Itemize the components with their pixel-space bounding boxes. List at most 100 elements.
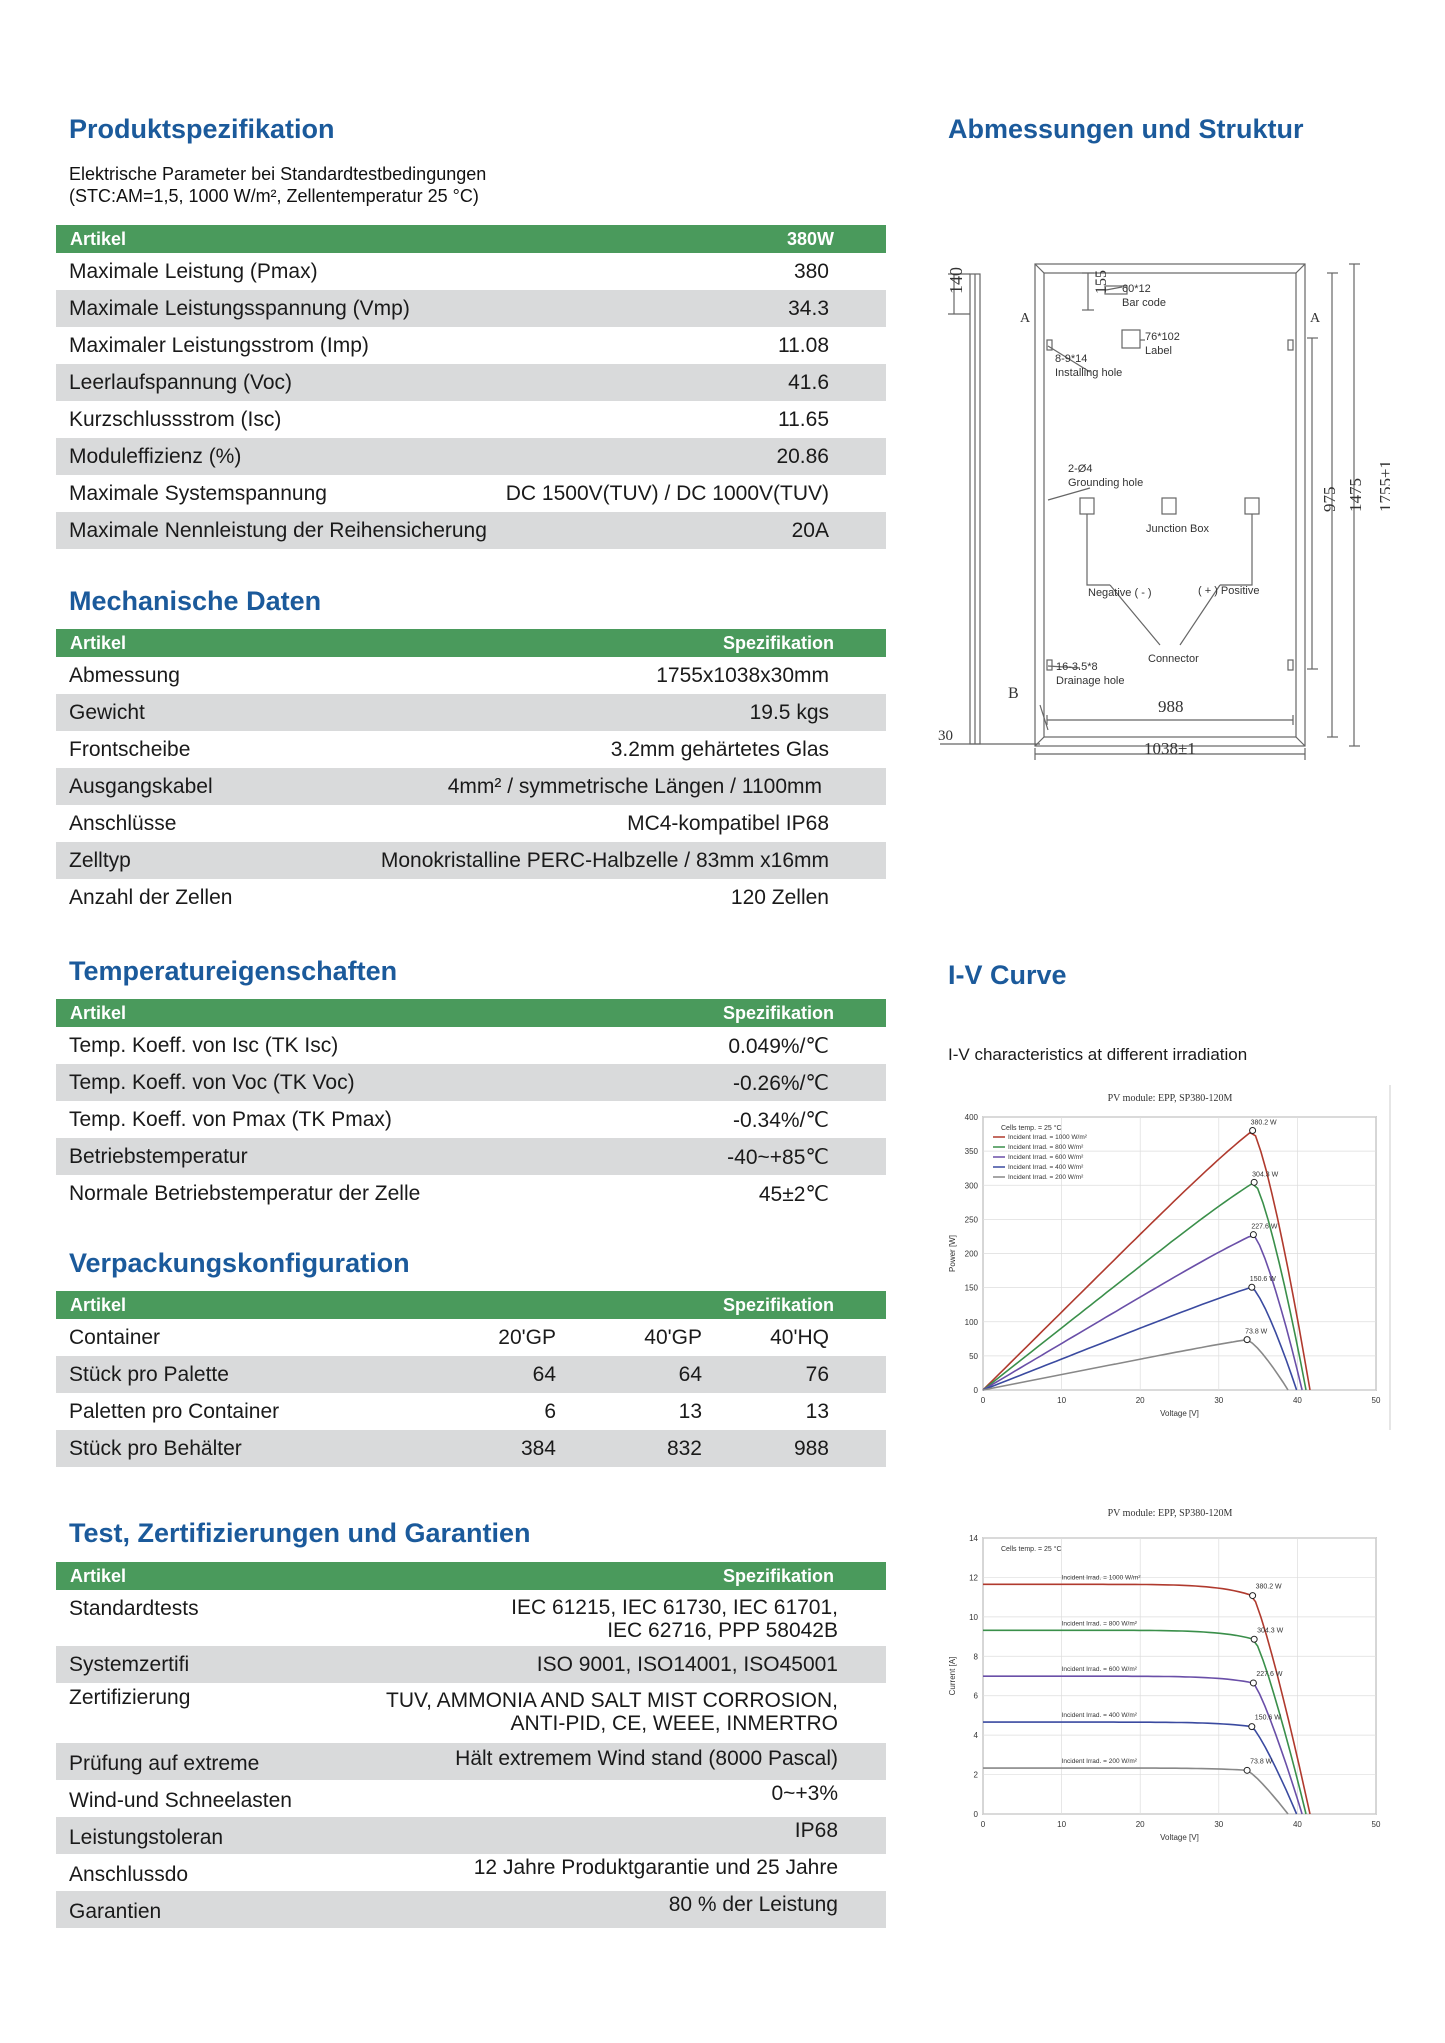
mpp-point xyxy=(1249,1592,1257,1600)
legend-entry: Incident Irrad. = 200 W/m² xyxy=(1008,1174,1084,1181)
mpp-label: 304.3 W xyxy=(1257,1627,1283,1634)
mpp-point xyxy=(1248,1723,1256,1731)
row-label: Systemzertifi xyxy=(69,1653,190,1676)
dim-140: 140 xyxy=(946,267,966,294)
barcode-size: 60*12 xyxy=(1122,283,1151,295)
spec-subtitle-line1: Elektrische Parameter bei Standardtestbe… xyxy=(69,164,487,184)
spec-title: Produktspezifikation xyxy=(69,114,335,144)
dim-1475: 1475 xyxy=(1346,478,1365,512)
header-right: Spezifikation xyxy=(722,1295,834,1315)
row-label: Zelltyp xyxy=(69,849,131,872)
row-label: Anzahl der Zellen xyxy=(69,886,233,909)
x-tick-label: 10 xyxy=(1057,1820,1066,1829)
y-axis-label: Power [W] xyxy=(948,1235,957,1272)
row-label: Zertifizierung xyxy=(69,1686,191,1709)
cell-40hq: 40'HQ xyxy=(770,1326,829,1349)
mpp-label: 227.6 W xyxy=(1251,1224,1277,1231)
table-row: Moduleffizienz (%) 20.86 xyxy=(56,438,886,475)
y-tick-label: 14 xyxy=(969,1534,978,1543)
y-tick-label: 6 xyxy=(974,1692,979,1701)
mpp-point xyxy=(1249,1127,1257,1135)
table-row: Prüfung auf extreme Hält extremem Wind st… xyxy=(56,1743,886,1780)
mpp-point xyxy=(1248,1283,1256,1291)
cell-40gp: 832 xyxy=(666,1437,702,1460)
row-label: Standardtests xyxy=(69,1597,199,1620)
row-label: Maximale Leistung (Pmax) xyxy=(69,260,318,283)
connector-text: Connector xyxy=(1148,653,1199,665)
spec-table: Artikel 380W Maximale Leistung (Pmax) 380… xyxy=(56,225,886,549)
cell-40gp: 13 xyxy=(678,1400,702,1423)
jbox-text: Junction Box xyxy=(1146,523,1209,535)
row-value-line1: IEC 61215, IEC 61730, IEC 61701, xyxy=(511,1596,838,1619)
cell-20gp: 20'GP xyxy=(498,1326,556,1349)
table-row: Container 20'GP 40'GP 40'HQ xyxy=(56,1319,886,1356)
row-label: Gewicht xyxy=(69,701,145,724)
dim-155: 155 xyxy=(1093,270,1110,294)
y-tick-label: 150 xyxy=(965,1284,979,1293)
cells-temp-annotation: Cells temp. = 25 °C xyxy=(1001,1545,1062,1553)
table-row: Maximale Leistung (Pmax) 380 xyxy=(56,253,886,290)
table-row: Temp. Koeff. von Isc (TK Isc) 0.049%/℃ xyxy=(56,1027,886,1064)
table-row: Anschlüsse MC4-kompatibel IP68 xyxy=(56,805,886,842)
row-label: Leerlaufspannung (Voc) xyxy=(69,371,292,394)
row-value: Monokristalline PERC-Halbzelle / 83mm x1… xyxy=(380,849,829,872)
x-tick-label: 40 xyxy=(1293,1820,1302,1829)
mpp-point xyxy=(1250,1635,1258,1643)
power-series-line xyxy=(982,1338,1289,1391)
pack-title: Verpackungskonfiguration xyxy=(69,1248,410,1278)
legend-entry: Incident Irrad. = 800 W/m² xyxy=(1008,1144,1084,1151)
row-value: 120 Zellen xyxy=(730,886,829,909)
y-tick-label: 0 xyxy=(974,1386,979,1395)
cell-40hq: 76 xyxy=(805,1363,829,1386)
row-value: -40~+85℃ xyxy=(727,1146,829,1169)
row-label: Leistungstoleran xyxy=(69,1826,224,1849)
row-label: Stück pro Behälter xyxy=(69,1437,242,1460)
row-label: Anschlüsse xyxy=(69,812,177,835)
mpp-label: 150.6 W xyxy=(1250,1276,1276,1283)
iv-subtitle: I-V characteristics at different irradia… xyxy=(948,1045,1248,1064)
row-label: Maximale Nennleistung der Reihensicherun… xyxy=(69,519,487,542)
iv-title: I-V Curve xyxy=(948,960,1067,990)
header-right: Spezifikation xyxy=(722,1003,834,1023)
row-label: Abmessung xyxy=(69,664,180,687)
table-row: Kurzschlussstrom (Isc) 11.65 xyxy=(56,401,886,438)
x-tick-label: 40 xyxy=(1293,1396,1302,1405)
row-value: -0.34%/℃ xyxy=(733,1109,829,1132)
legend-entry: Incident Irrad. = 400 W/m² xyxy=(1008,1164,1084,1171)
mpp-label: 380.2 W xyxy=(1251,1120,1277,1127)
row-value: 11.65 xyxy=(778,408,829,431)
cell-40gp: 40'GP xyxy=(644,1326,702,1349)
table-row: Betriebstemperatur -40~+85℃ xyxy=(56,1138,886,1175)
cert-table: Artikel Spezifikation Standardtests IEC 6… xyxy=(56,1562,886,1928)
dims-title: Abmessungen und Struktur xyxy=(948,114,1304,144)
install-size: 8-9*14 xyxy=(1055,353,1087,365)
cell-40gp: 64 xyxy=(678,1363,702,1386)
row-value: IP68 xyxy=(794,1819,838,1842)
table-row: Stück pro Palette 64 64 76 xyxy=(56,1356,886,1393)
row-label: Betriebstemperatur xyxy=(69,1145,248,1168)
current-series-line xyxy=(983,1721,1298,1815)
mpp-point xyxy=(1249,1231,1257,1239)
legend-entry: Incident Irrad. = 1000 W/m² xyxy=(1008,1134,1088,1141)
mpp-point xyxy=(1249,1679,1257,1687)
mpp-point xyxy=(1250,1178,1258,1186)
row-label: Prüfung auf extreme xyxy=(69,1752,260,1775)
y-tick-label: 350 xyxy=(965,1147,979,1156)
junction-box-right xyxy=(1244,497,1260,515)
series-name-label: Incident Irrad. = 600 W/m² xyxy=(1062,1666,1138,1673)
junction-box-left xyxy=(1079,497,1095,515)
series-name-label: Incident Irrad. = 800 W/m² xyxy=(1062,1620,1138,1627)
ground-text: Grounding hole xyxy=(1068,477,1143,489)
temp-table: Artikel Spezifikation Temp. Koeff. von I… xyxy=(56,999,886,1212)
y-tick-label: 12 xyxy=(969,1573,978,1582)
table-row: Zertifizierung TUV, AMMONIA AND SALT MIST… xyxy=(56,1683,886,1743)
barcode-box xyxy=(1104,285,1128,295)
temp-title: Temperatureigenschaften xyxy=(69,956,398,986)
x-tick-label: 50 xyxy=(1372,1396,1381,1405)
y-axis-label: Current [A] xyxy=(948,1657,957,1696)
x-tick-label: 20 xyxy=(1136,1396,1145,1405)
mpp-label: 150.6 W xyxy=(1255,1715,1281,1722)
y-tick-label: 200 xyxy=(965,1250,979,1259)
row-value: 3.2mm gehärtetes Glas xyxy=(610,738,829,761)
cells-temp-annotation: Cells temp. = 25 °C xyxy=(1001,1124,1062,1132)
